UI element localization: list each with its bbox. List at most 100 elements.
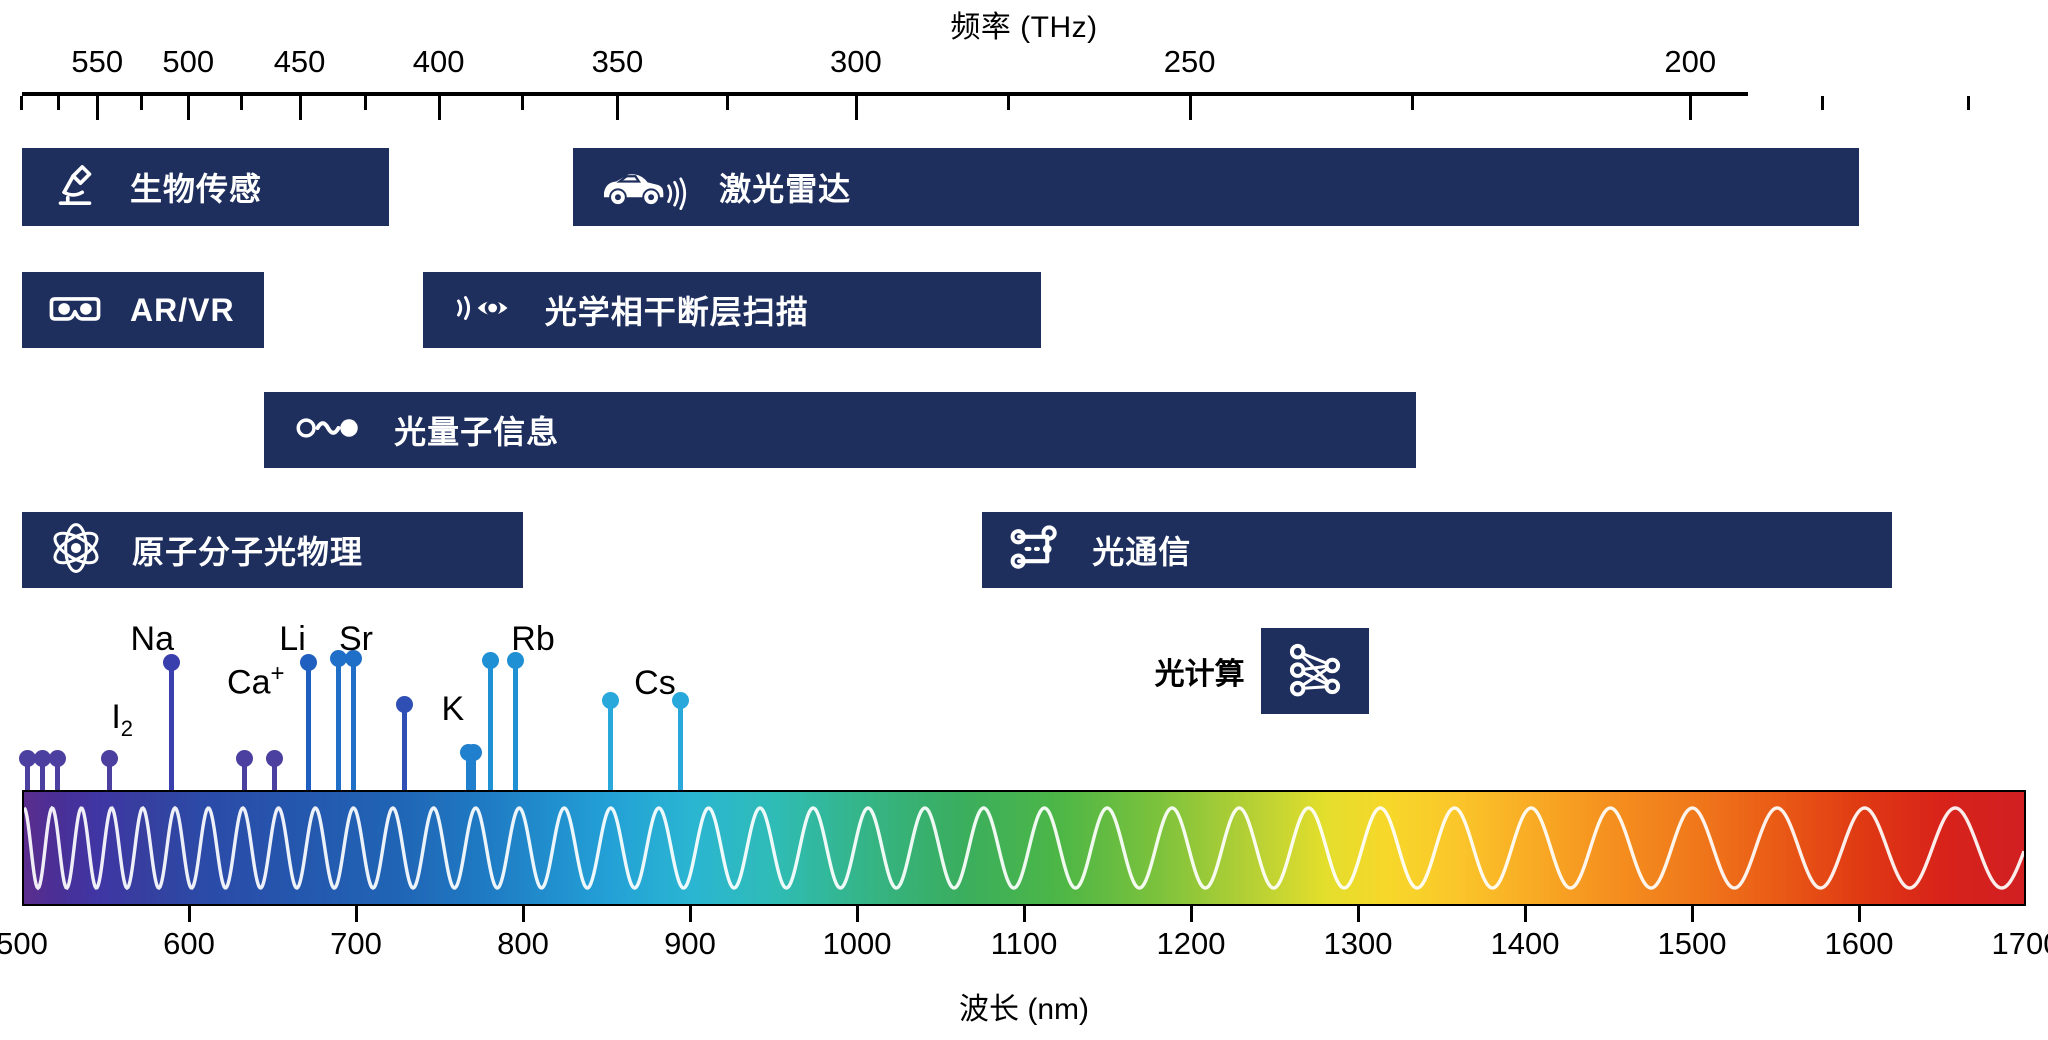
- optical-computing-group[interactable]: 光计算: [1155, 628, 1370, 714]
- wavelength-tick-label: 1300: [1323, 926, 1393, 961]
- application-band[interactable]: 光学相干断层扫描: [422, 272, 1041, 348]
- neural-network-icon: [1278, 632, 1352, 711]
- network-nodes-icon: [1006, 518, 1066, 583]
- entangled-photons-icon-wrap: [288, 400, 368, 461]
- frequency-tick-minor: [1821, 96, 1825, 110]
- wavelength-tick-label: 1100: [990, 926, 1058, 961]
- stem-line: [607, 700, 613, 790]
- application-band-label: 光学相干断层扫描: [544, 294, 809, 330]
- atomic-species-label: Rb: [511, 620, 555, 658]
- stem-line: [487, 660, 493, 790]
- stem-dot: [49, 750, 67, 767]
- stem-line: [335, 658, 341, 790]
- frequency-tick-label: 200: [1664, 44, 1717, 79]
- car-lidar-icon: [597, 155, 693, 220]
- frequency-tick-major: [1188, 96, 1192, 120]
- wavelength-tick: [1858, 906, 1861, 922]
- frequency-tick-minor: [1967, 96, 1971, 110]
- stem-dot: [34, 750, 52, 767]
- atomic-species-label: Ca+: [227, 660, 285, 702]
- atomic-species-label: Sr: [339, 620, 373, 658]
- frequency-tick-minor: [364, 96, 367, 110]
- atomic-species-label: Li: [279, 620, 306, 658]
- atomic-transition-stem: [481, 652, 499, 790]
- application-band-label: 光通信: [1092, 534, 1192, 570]
- stem-line: [465, 752, 471, 790]
- atomic-transition-stem: [299, 654, 317, 790]
- eye-scan-icon-wrap: [447, 280, 519, 341]
- atomic-species-label: Na: [130, 620, 174, 658]
- atomic-transition-stem: [329, 650, 347, 790]
- frequency-tick-label: 400: [412, 44, 465, 79]
- stem-line: [677, 700, 683, 790]
- atom-icon: [46, 518, 106, 583]
- frequency-tick-minor: [1411, 96, 1415, 110]
- atomic-transition-stem: [266, 750, 284, 790]
- application-band[interactable]: 原子分子光物理: [22, 512, 523, 588]
- wavelength-tick-label: 1200: [1156, 926, 1226, 961]
- stem-line: [350, 658, 356, 790]
- atomic-transition-stem: [236, 750, 254, 790]
- stem-dot: [299, 654, 317, 671]
- wavelength-tick-label: 500: [0, 926, 48, 961]
- stem-dot: [396, 696, 414, 713]
- application-band-label: 光量子信息: [394, 414, 560, 450]
- wavelength-tick-label: 1000: [822, 926, 892, 961]
- frequency-tick-label: 300: [829, 44, 882, 79]
- frequency-tick-label: 450: [273, 44, 326, 79]
- optical-computing-box[interactable]: [1260, 628, 1370, 714]
- frequency-axis-title: 频率 (THz): [950, 11, 1098, 44]
- atomic-transition-stem: [506, 652, 524, 790]
- wavelength-tick-label: 1400: [1490, 926, 1560, 961]
- wavelength-tick: [856, 906, 859, 922]
- wavelength-tick: [1691, 906, 1694, 922]
- vr-headset-icon: [46, 279, 104, 342]
- frequency-tick-minor: [139, 96, 143, 110]
- spectrum-colorbar: [22, 790, 2026, 906]
- stem-dot: [236, 750, 254, 767]
- wavelength-tick: [522, 906, 525, 922]
- car-lidar-icon-wrap: [597, 155, 693, 220]
- application-band[interactable]: 生物传感: [22, 148, 390, 226]
- atom-icon-wrap: [46, 518, 106, 583]
- application-band[interactable]: 光量子信息: [264, 392, 1417, 468]
- stem-dot: [266, 750, 284, 767]
- application-band-label: 生物传感: [130, 171, 263, 207]
- application-band-label: 原子分子光物理: [132, 534, 364, 570]
- stem-line: [25, 758, 30, 790]
- frequency-tick-label: 550: [71, 44, 124, 79]
- application-band[interactable]: 光通信: [982, 512, 1893, 588]
- stem-line: [402, 704, 408, 790]
- frequency-tick-minor: [1006, 96, 1010, 110]
- frequency-tick-label: 350: [591, 44, 644, 79]
- eye-scan-icon: [447, 280, 519, 341]
- entangled-photons-icon: [288, 400, 368, 461]
- application-band[interactable]: 激光雷达: [573, 148, 1859, 226]
- atomic-transition-stem: [396, 696, 414, 790]
- atomic-transition-stem: [601, 692, 619, 790]
- wavelength-tick-label: 1600: [1824, 926, 1894, 961]
- wavelength-tick-label: 800: [497, 926, 549, 961]
- frequency-tick-major: [96, 96, 100, 120]
- stem-dot: [671, 692, 689, 709]
- application-band[interactable]: AR/VR: [22, 272, 265, 348]
- stem-dot: [601, 692, 619, 709]
- stem-dot: [464, 744, 482, 761]
- optical-computing-label: 光计算: [1154, 658, 1245, 691]
- stem-line: [106, 758, 112, 790]
- wavelength-tick: [1023, 906, 1026, 922]
- frequency-axis-line: [22, 92, 1748, 96]
- atomic-species-label: Cs: [634, 664, 676, 702]
- atomic-transition-stem: [100, 750, 118, 790]
- stem-line: [470, 752, 476, 790]
- stem-dot: [19, 750, 36, 767]
- frequency-tick-major: [298, 96, 302, 120]
- stem-line: [168, 662, 174, 790]
- atomic-transition-stem: [671, 692, 689, 790]
- wavelength-tick: [1357, 906, 1360, 922]
- atomic-transition-stem: [19, 750, 36, 790]
- sine-wave-overlay: [24, 805, 2024, 891]
- frequency-tick-label: 250: [1163, 44, 1216, 79]
- wavelength-tick-label: 600: [163, 926, 215, 961]
- frequency-tick-major: [616, 96, 620, 120]
